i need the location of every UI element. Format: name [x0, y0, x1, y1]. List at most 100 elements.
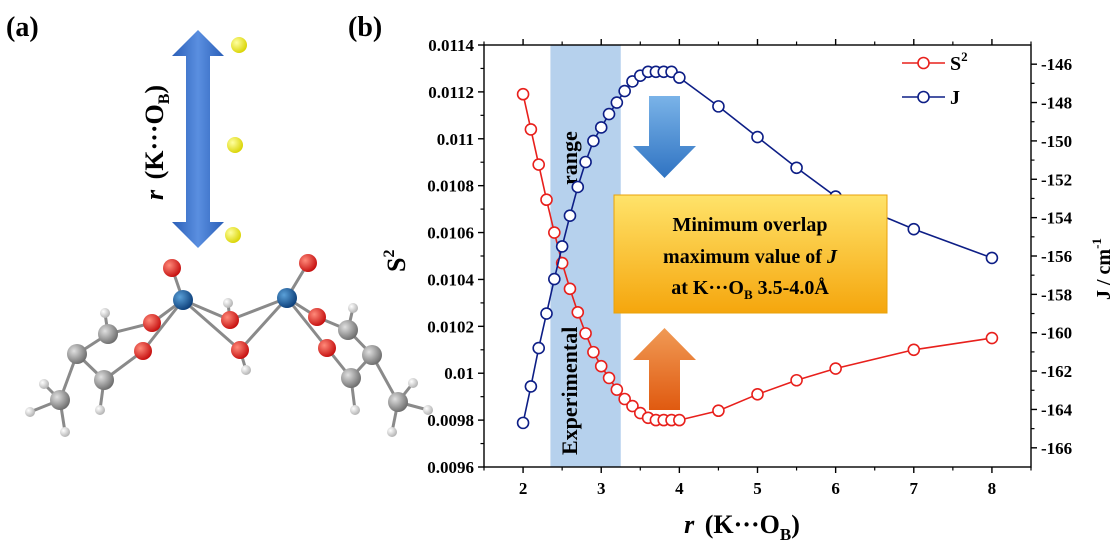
callout-line3-prefix: at K···O [671, 277, 744, 299]
down-arrow [633, 96, 696, 178]
x-tick-label: 7 [910, 479, 919, 498]
data-point-j [610, 96, 624, 109]
y-right-tick-label: -156 [1041, 247, 1072, 266]
y-axis-right-title-text: J / cm [1093, 249, 1115, 300]
y-right-tick-label: -152 [1041, 170, 1072, 189]
data-point-s2 [594, 359, 608, 373]
potassium-atom-top [231, 37, 247, 53]
x-axis-title-text: (K···O [705, 510, 780, 539]
data-point-s2 [618, 392, 631, 406]
data-point-j [751, 130, 764, 144]
data-point-s2 [751, 388, 764, 401]
data-point-j [532, 341, 546, 355]
potassium-atom-middle [227, 137, 243, 153]
data-point-s2 [548, 226, 561, 239]
data-point-s2 [712, 404, 725, 418]
y-left-tick-label: 0.011 [437, 130, 474, 149]
callout-line3: at K···OB 3.5-4.0Å [671, 276, 829, 302]
data-point-s2 [563, 282, 577, 296]
x-axis-title-close: ) [791, 510, 800, 539]
y-axis-left-title: S2 [381, 250, 411, 272]
callout-box: Minimum overlap maximum value of J at K·… [613, 194, 888, 314]
data-point-s2 [540, 193, 553, 207]
data-point-j [985, 251, 999, 265]
y-axis-left-title-sup: 2 [381, 250, 398, 258]
data-point-j [540, 307, 553, 320]
y-left-tick-label: 0.0098 [427, 411, 474, 430]
distance-label-sub: B [156, 93, 173, 104]
chart-series [516, 65, 999, 430]
x-tick-label: 5 [753, 479, 762, 498]
callout-line2-var: J [826, 246, 838, 268]
legend-s2-marker [917, 56, 930, 70]
data-point-j [602, 107, 616, 121]
data-point-j [563, 209, 577, 223]
data-point-s2 [829, 362, 842, 375]
data-point-s2 [610, 383, 624, 396]
data-point-j [594, 121, 608, 134]
y-left-tick-label: 0.0106 [427, 224, 474, 243]
x-tick-label: 3 [597, 479, 606, 498]
data-point-j [579, 155, 592, 169]
callout-line3-suffix: 3.5-4.0Å [753, 276, 830, 299]
up-arrow [633, 328, 696, 410]
range-label: range [557, 131, 582, 185]
distance-double-arrow [172, 30, 224, 248]
callout-line2-prefix: maximum value of [663, 246, 827, 268]
data-point-s2 [516, 87, 530, 101]
data-point-s2 [524, 123, 538, 136]
y-left-tick-label: 0.0096 [427, 458, 474, 477]
legend-s2-sup: 2 [961, 49, 968, 64]
y-left-tick-label: 0.0102 [427, 317, 474, 336]
y-left-tick-label: 0.0108 [427, 177, 474, 196]
distance-label-close: ) [140, 85, 169, 94]
data-point-s2 [907, 343, 921, 357]
distance-label: r (K···OB) [140, 85, 173, 200]
data-point-j [516, 416, 530, 430]
data-point-s2 [602, 371, 616, 385]
legend-s2-name: S [950, 53, 961, 75]
callout-line1: Minimum overlap [673, 214, 828, 236]
y-right-tick-label: -154 [1041, 209, 1073, 228]
data-point-s2 [985, 331, 999, 345]
data-point-j [790, 161, 803, 175]
data-point-j [555, 240, 569, 253]
y-axis-right-title: J / cm-1 [1089, 238, 1115, 300]
x-tick-label: 2 [519, 479, 528, 498]
panel-a-label: (a) [6, 12, 39, 43]
y-right-tick-label: -162 [1041, 362, 1072, 381]
data-point-j [524, 380, 538, 393]
molecule-atoms [25, 254, 433, 437]
legend: S2 J [902, 49, 968, 109]
data-point-s2 [790, 373, 803, 387]
x-tick-label: 6 [831, 479, 840, 498]
x-axis-title-sub: B [780, 525, 791, 542]
distance-label-r: r [140, 189, 169, 200]
x-axis-title: r (K···OB) [684, 510, 800, 542]
y-axis-left-title-text: S [382, 258, 411, 272]
data-point-j [618, 84, 631, 98]
y-right-tick-label: -146 [1041, 55, 1072, 74]
data-point-s2 [579, 327, 592, 340]
data-point-j [673, 71, 686, 84]
y-right-tick-label: -150 [1041, 132, 1072, 151]
callout-line3-sub: B [744, 287, 753, 302]
data-point-s2 [673, 413, 686, 427]
y-right-tick-label: -166 [1041, 439, 1072, 458]
x-tick-label: 8 [988, 479, 997, 498]
y-left-tick-label: 0.0104 [427, 270, 474, 289]
potassium-atom-bottom [225, 227, 241, 243]
data-point-s2 [626, 399, 639, 413]
y-left-tick-label: 0.0112 [428, 83, 474, 102]
x-tick-label: 4 [675, 479, 684, 498]
panel-b-label: (b) [348, 12, 382, 43]
distance-label-paren: (K···O [140, 104, 169, 179]
y-right-tick-label: -164 [1041, 400, 1073, 419]
data-point-s2 [532, 158, 546, 171]
y-axis-right-title-sup: -1 [1089, 238, 1104, 249]
y-right-tick-label: -148 [1041, 94, 1072, 113]
data-point-j [712, 100, 725, 113]
y-left-tick-label: 0.0114 [428, 36, 474, 55]
data-point-s2 [571, 305, 585, 319]
